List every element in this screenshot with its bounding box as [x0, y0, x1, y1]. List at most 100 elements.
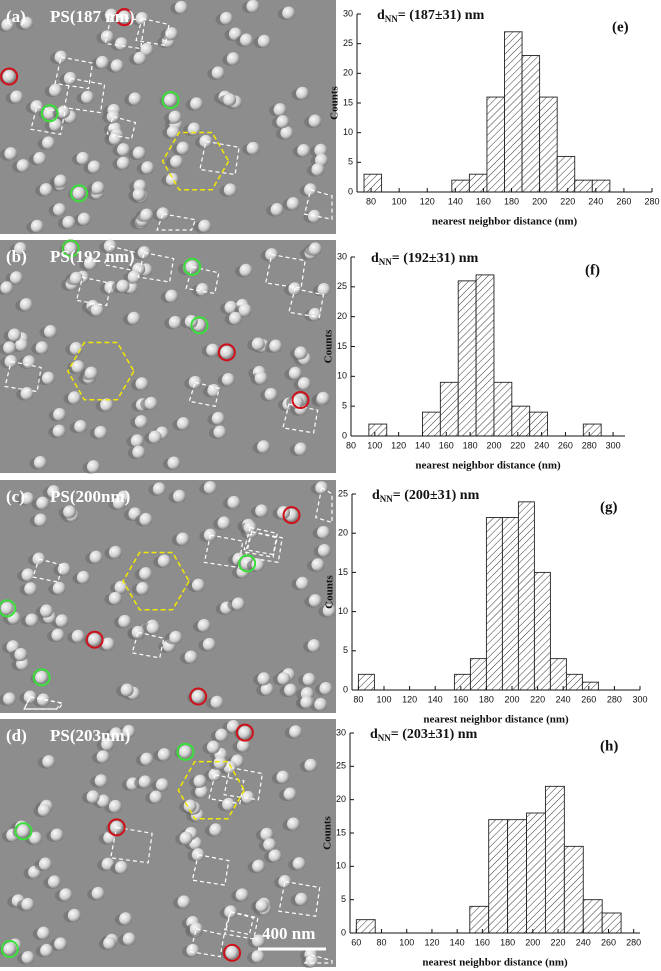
bar — [501, 517, 519, 691]
particle — [307, 639, 321, 653]
hexagon — [66, 341, 135, 401]
particle — [311, 558, 325, 572]
dashed-cell — [103, 245, 135, 271]
particle — [33, 456, 47, 470]
particle — [59, 888, 73, 902]
particle — [53, 407, 67, 421]
particle — [317, 282, 331, 296]
particle — [276, 770, 290, 784]
bar — [468, 173, 488, 193]
particle — [74, 419, 88, 433]
dashed-cell — [30, 105, 66, 136]
x-tick-label: 260 — [616, 196, 631, 206]
image-caption: PS(203nm) — [50, 726, 130, 745]
x-axis-label: nearest neighbor distance (nm) — [432, 216, 578, 228]
particle — [174, 0, 188, 14]
dashed-cell — [54, 56, 94, 90]
particle — [308, 594, 322, 608]
particle — [251, 949, 265, 963]
particle — [257, 440, 271, 454]
y-tick-label: 25 — [343, 38, 353, 48]
particle — [15, 338, 29, 352]
particle — [176, 141, 190, 155]
bar — [457, 280, 477, 437]
particle — [294, 442, 308, 456]
particle — [2, 70, 16, 84]
bar — [368, 423, 388, 437]
particle — [252, 859, 266, 873]
x-tick-label: 80 — [353, 694, 363, 704]
particle — [169, 630, 183, 644]
particle — [193, 774, 207, 788]
particle — [206, 343, 220, 357]
particle — [152, 482, 166, 496]
sem-image: (b) PS(192 nm) — [0, 239, 336, 474]
particle — [238, 726, 252, 740]
particle — [76, 570, 90, 584]
dashed-cell — [265, 253, 306, 289]
particle — [255, 504, 269, 518]
dashed-cell — [278, 880, 321, 917]
x-tick-label: 220 — [551, 937, 566, 947]
particle — [269, 339, 283, 353]
particle — [297, 143, 311, 157]
particle — [101, 737, 115, 751]
particle — [165, 172, 179, 186]
particle — [211, 66, 225, 80]
particle — [167, 456, 181, 470]
particle — [122, 724, 136, 738]
particle — [254, 371, 268, 385]
particle — [115, 860, 129, 874]
particle — [191, 690, 205, 704]
particle — [54, 174, 68, 188]
sem-images: (a) PS(187 nm) (b) PS(192 nm) (c) PS(200nm) (d… — [0, 0, 336, 968]
y-tick-label: 15 — [337, 341, 347, 351]
dashed-cell — [244, 531, 283, 564]
particle — [223, 183, 237, 197]
dashed-cell — [223, 911, 259, 940]
particle — [268, 849, 282, 863]
particle — [133, 51, 147, 65]
particle — [137, 246, 151, 260]
particle — [246, 0, 260, 13]
y-axis-label: Counts — [329, 85, 341, 119]
particle — [140, 42, 154, 56]
particle — [21, 897, 35, 911]
bar — [363, 173, 383, 193]
chart-title: dNN= (187±31) nm — [377, 8, 485, 24]
bar — [563, 845, 584, 934]
particle — [3, 942, 17, 956]
particle — [280, 126, 294, 140]
particle — [127, 311, 141, 325]
dashed-cell — [188, 381, 220, 407]
particle — [186, 943, 200, 957]
chart-title: dNN= (192±31) nm — [371, 251, 479, 267]
particle — [116, 279, 130, 293]
defect-red — [235, 723, 254, 742]
particle — [94, 425, 108, 439]
y-tick-label: 20 — [337, 311, 347, 321]
x-tick-label: 160 — [475, 937, 490, 947]
x-tick-label: 100 — [376, 694, 391, 704]
particle — [140, 752, 154, 766]
x-tick-label: 200 — [532, 196, 547, 206]
y-tick-label: 15 — [343, 97, 353, 107]
bar — [601, 912, 622, 934]
x-tick-label: 200 — [504, 694, 519, 704]
particle — [251, 337, 265, 351]
particle — [246, 141, 260, 155]
particle — [157, 748, 171, 762]
dashed-cell — [244, 531, 278, 558]
particle — [117, 10, 131, 24]
particle — [130, 434, 144, 448]
dashed-cell — [199, 140, 240, 176]
bar — [539, 96, 558, 193]
particle — [178, 745, 192, 759]
particle — [0, 601, 14, 615]
particle — [168, 110, 182, 124]
particle — [277, 672, 291, 686]
particle — [35, 670, 49, 684]
particle — [1, 18, 15, 32]
particle — [39, 183, 53, 197]
sem-image: (d) PS(203nm) 400 nm — [0, 719, 336, 968]
